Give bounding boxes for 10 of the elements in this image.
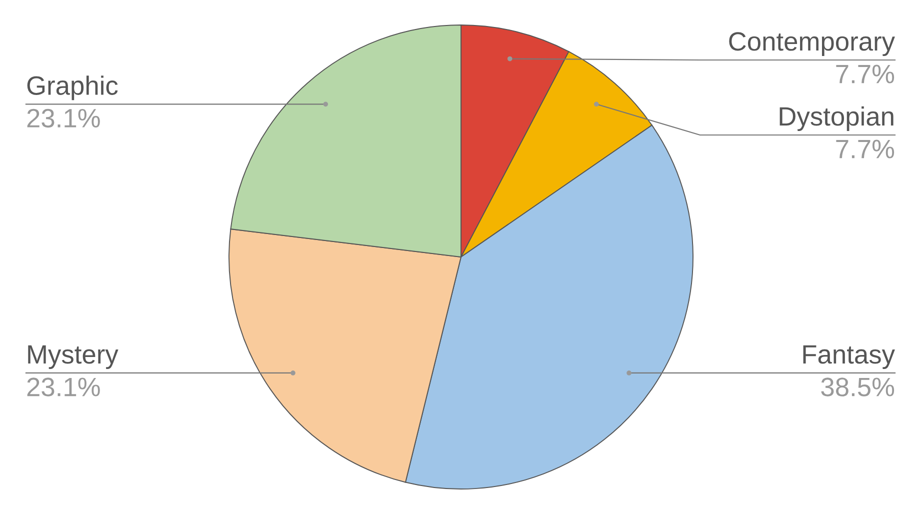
slice-label: Dystopian — [780, 106, 894, 131]
data-label: 23.1% — [27, 378, 100, 396]
slice-label: Mystery — [28, 345, 118, 369]
data-label: 7.7% — [836, 64, 894, 84]
slice-label: Graphic — [27, 76, 118, 100]
data-label: 38.5% — [821, 378, 894, 396]
data-label: 7.7% — [836, 140, 894, 158]
slice-label: Contemporary — [729, 32, 895, 56]
slice-label: Fantasy — [803, 345, 895, 369]
data-label: 23.1% — [27, 108, 100, 128]
